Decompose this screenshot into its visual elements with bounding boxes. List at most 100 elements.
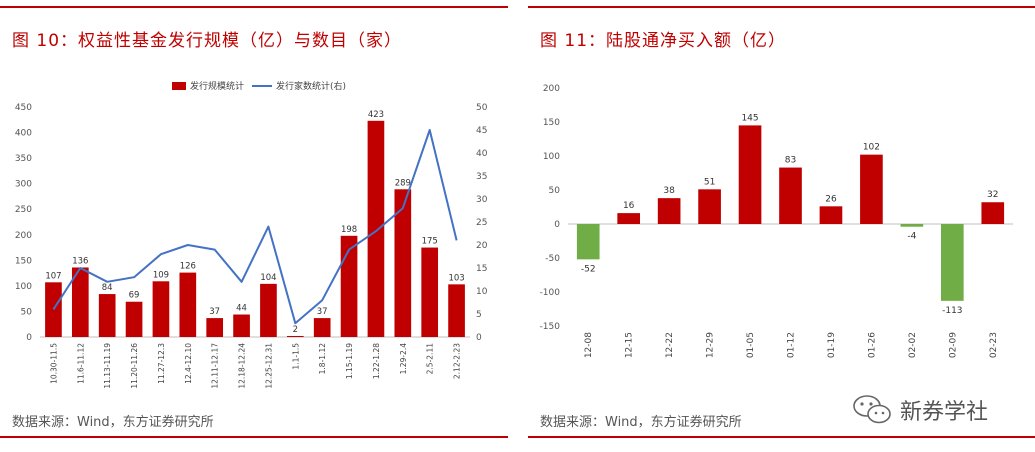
x-tick: 1.15-1.19 (345, 343, 354, 379)
y-tick-left: 150 (15, 256, 32, 266)
y-tick-left: 350 (15, 154, 32, 164)
bar (576, 224, 600, 260)
top-rule (528, 6, 1035, 8)
x-tick: 12.25-12.31 (264, 343, 273, 389)
data-source: 数据来源：Wind，东方证券研究所 (540, 415, 742, 430)
bar (125, 301, 143, 337)
bar-label: 37 (317, 307, 328, 317)
bar (900, 224, 924, 227)
x-tick: 12-08 (584, 332, 594, 358)
y-tick-right: 30 (476, 195, 488, 205)
x-tick: 1.1-1.5 (291, 343, 300, 370)
bar (981, 202, 1005, 224)
data-source: 数据来源：Wind，东方证券研究所 (12, 415, 214, 430)
x-tick: 02-23 (989, 332, 999, 358)
legend-bar-swatch (172, 82, 186, 90)
bar (367, 120, 385, 337)
bar-label: 2 (293, 325, 298, 335)
left-chart-panel: 图 10：权益性基金发行规模（亿）与数目（家） 发行规模统计 发行家数统计(右) 0… (0, 0, 508, 452)
bar-label: 16 (623, 201, 635, 211)
chart-title: 图 10：权益性基金发行规模（亿）与数目（家） (12, 31, 403, 51)
x-tick: 12-15 (625, 332, 635, 358)
bar (313, 318, 331, 337)
x-tick: 2.12-2.23 (453, 343, 462, 379)
bar-label: -113 (942, 306, 962, 316)
x-tick: 01-26 (867, 332, 877, 358)
bar (340, 235, 358, 337)
bar (71, 267, 89, 337)
x-tick: 02-09 (948, 332, 958, 358)
series-line (52, 129, 458, 325)
chart-title: 图 11：陆股通净买入额（亿） (540, 31, 787, 51)
bar-label: 107 (45, 271, 61, 281)
y-tick: 200 (543, 84, 560, 94)
y-tick: 100 (543, 152, 560, 162)
legend-line-label: 发行家数统计(右) (276, 80, 346, 92)
bar-label: 289 (395, 178, 411, 188)
bar (394, 189, 412, 337)
bar (260, 283, 277, 337)
bar (940, 224, 964, 301)
y-tick-right: 0 (476, 333, 482, 343)
y-tick-right: 35 (476, 172, 487, 182)
bar (152, 281, 170, 337)
fund-issuance-chart: 发行规模统计 发行家数统计(右)0501001502002503003504004… (15, 80, 488, 389)
bar-label: 51 (704, 177, 715, 187)
y-tick-right: 5 (476, 310, 482, 320)
wechat-icon (853, 395, 891, 424)
y-tick-right: 20 (476, 241, 488, 251)
x-tick: 12-22 (665, 332, 675, 358)
legend-bar-label: 发行规模统计 (190, 80, 244, 92)
bar (617, 213, 641, 224)
bar-label: 84 (102, 283, 113, 293)
bottom-rule (528, 436, 1035, 438)
y-tick-left: 0 (26, 333, 32, 343)
top-rule (0, 6, 508, 8)
bar (98, 294, 116, 337)
bar-label: 32 (987, 190, 998, 200)
y-tick-left: 50 (21, 307, 33, 317)
bar (779, 167, 802, 224)
x-tick: 2.5-2.11 (426, 343, 435, 375)
bar (657, 198, 681, 224)
x-tick: 01-05 (746, 332, 756, 358)
y-tick: -150 (540, 322, 561, 332)
bar-label: -52 (581, 264, 596, 274)
y-tick-right: 50 (476, 103, 488, 113)
y-tick-left: 450 (15, 103, 32, 113)
bar-label: 37 (209, 307, 220, 317)
y-tick: 150 (543, 118, 560, 128)
bar-label: 126 (180, 262, 196, 272)
bar (206, 318, 224, 337)
northbound-netbuy-chart: -150 -100 -50 0 50 100 150 200 -52 16 38 51 145 83 26 1… (540, 84, 1013, 358)
bar-label: 26 (825, 194, 837, 204)
bar-label: 145 (741, 113, 758, 123)
bar (45, 282, 62, 337)
bar (421, 247, 439, 337)
bar-label: 103 (448, 273, 464, 283)
y-tick-right: 10 (476, 287, 488, 297)
y-tick-left: 200 (15, 231, 32, 241)
x-tick: 1.8-1.12 (318, 343, 327, 375)
x-tick: 1.29-2.4 (399, 343, 408, 375)
watermark-text: 新券学社 (900, 400, 989, 425)
x-tick: 11.27-12.3 (157, 343, 166, 384)
x-tick: 12.4-12.10 (184, 343, 193, 384)
bar-label: 104 (260, 273, 276, 283)
y-tick-right: 40 (476, 149, 488, 159)
y-tick-left: 250 (15, 205, 32, 215)
bar-label: 109 (153, 270, 169, 280)
y-tick: 0 (554, 220, 560, 230)
x-tick: 12.11-12.17 (211, 343, 220, 389)
bar-label: 198 (341, 225, 357, 235)
bar-label: 102 (863, 143, 880, 153)
y-tick-left: 300 (15, 180, 32, 190)
y-tick-right: 15 (476, 264, 487, 274)
bar-label: 423 (368, 110, 384, 120)
bar (738, 125, 762, 224)
bar (233, 314, 250, 337)
x-tick: 12-29 (706, 332, 716, 358)
x-tick: 1.22-1.28 (372, 343, 381, 379)
bar-label: 44 (236, 304, 247, 314)
right-chart-panel: 图 11：陆股通净买入额（亿） -150 -100 -50 0 50 100 150 200-… (528, 0, 1035, 452)
